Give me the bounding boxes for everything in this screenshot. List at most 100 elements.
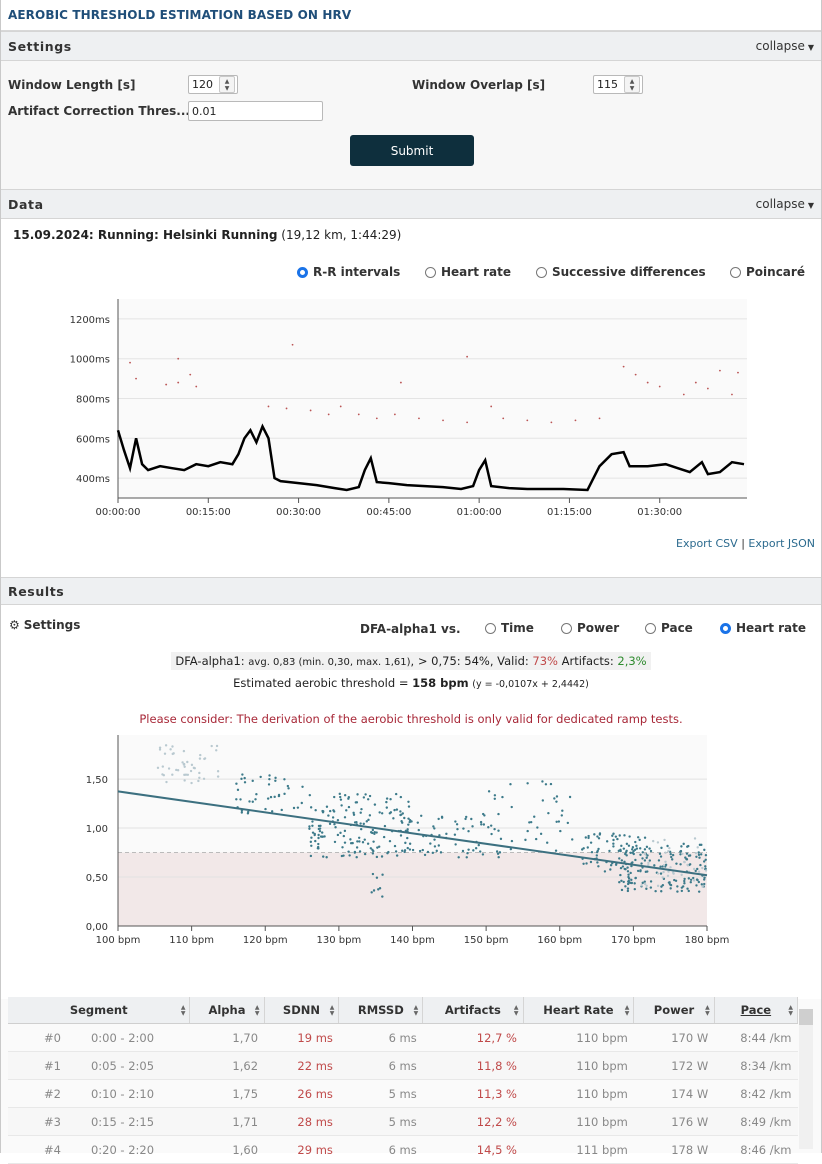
dfa-point [203,757,206,761]
dfa-point [453,833,457,836]
data-collapse-toggle[interactable]: collapse ▼ [756,197,814,211]
y-tick-label: 1000ms [70,355,110,366]
radio-rr-intervals[interactable]: R-R intervals [297,265,400,279]
radio-label: Successive differences [552,265,706,279]
dfa-point [308,825,311,828]
radio-label: Time [501,621,534,635]
column-header-artifacts[interactable]: Artifacts ▲ ▼ [422,997,524,1024]
dfa-point [431,851,435,855]
dfa-point [183,779,186,782]
table-row[interactable]: #3 0:15 - 2:15 1,71 28 ms 5 ms 12,2 % 110 bpm 1… [8,1107,798,1136]
dfa-point [356,840,359,843]
dfa-point [394,850,398,853]
dfa-point [215,749,218,752]
artifact-threshold-input[interactable]: 0.01 [188,101,323,121]
dfa-point [343,816,347,819]
dfa-point [638,838,641,842]
dfa-point [190,781,193,785]
dfa-point [664,860,667,863]
sort-icon[interactable]: ▲ ▼ [413,1004,419,1017]
export-json-link[interactable]: Export JSON [748,537,816,550]
table-cell: 1,75 [189,1079,265,1108]
dfa-point [643,859,647,862]
column-header-label: SDNN [282,1003,320,1017]
dfa-point [593,833,596,836]
dfa-point [526,782,529,785]
submit-button[interactable]: Submit [350,135,474,166]
dfa-point [371,831,374,835]
scrollbar-thumb[interactable] [799,1009,813,1025]
radio-heart-rate[interactable]: Heart rate [425,265,511,279]
results-header[interactable]: Results [1,577,821,605]
sort-icon[interactable]: ▲ ▼ [329,1004,335,1017]
export-csv-link[interactable]: Export CSV [676,537,738,550]
dfa-point [314,839,317,843]
radio-label: Power [577,621,620,635]
dfa-point [411,848,415,852]
dfa-point [199,753,202,757]
sort-icon[interactable]: ▲ ▼ [624,1004,630,1017]
column-header-pace[interactable]: Pace ▲ ▼ [714,997,799,1024]
dfa-point [403,816,406,820]
dfa-point [624,852,627,856]
table-row[interactable]: #0 0:00 - 2:00 1,70 19 ms 6 ms 12,7 % 110 bpm 1… [8,1023,798,1052]
settings-collapse-toggle[interactable]: collapse ▼ [756,39,814,53]
radio-vs-heart-rate[interactable]: Heart rate [720,621,806,635]
activity-detail: (19,12 km, 1:44:29) [281,228,402,242]
dfa-point [355,856,358,859]
window-length-input[interactable]: 120 ▲ ▼ [188,75,238,94]
gear-icon: ⚙ [9,618,20,632]
sort-icon[interactable]: ▲ ▼ [788,1004,793,1017]
dfa-point [669,887,672,890]
dfa-point [702,860,706,863]
dfa-alpha-chart[interactable]: 1,50 1,00 0,50 0,00 100 bpm 110 bpm 120 bpm 130… [1,735,821,965]
dfa-point [251,779,254,783]
column-header-sdnn[interactable]: SDNN ▲ ▼ [264,997,340,1024]
dfa-point [598,832,602,835]
results-settings-toggle[interactable]: ⚙ Settings [9,618,80,632]
dfa-point [165,780,168,784]
dfa-point [626,866,629,869]
dfa-point [696,846,699,849]
dfa-point [359,822,362,825]
radio-poincare[interactable]: Poincaré [730,265,805,279]
radio-successive-differences[interactable]: Successive differences [536,265,706,279]
rr-interval-chart[interactable]: 1200ms 1000ms 800ms 600ms 400ms 00:00:00 00:15… [1,295,821,525]
settings-header[interactable]: Settings collapse ▼ [1,31,821,61]
dfa-point [182,749,186,753]
sort-icon[interactable]: ▲ ▼ [254,1004,260,1017]
column-header-rmssd[interactable]: RMSSD ▲ ▼ [338,997,424,1024]
table-row[interactable]: #1 0:05 - 2:05 1,62 22 ms 6 ms 11,8 % 110 bpm 1… [8,1051,798,1080]
dfa-point [381,895,384,898]
dfa-point [334,826,337,829]
column-header-segment[interactable]: Segment ▲ ▼ [8,997,191,1024]
column-header-power[interactable]: Power ▲ ▼ [633,997,715,1024]
column-header-alpha[interactable]: Alpha ▲ ▼ [189,997,265,1024]
data-header[interactable]: Data collapse ▼ [1,189,821,219]
window-overlap-input[interactable]: 115 ▲ ▼ [593,75,643,94]
dfa-point [501,795,504,799]
radio-vs-power[interactable]: Power [561,621,619,635]
table-scrollbar[interactable] [799,1009,813,1149]
dfa-point [167,767,171,770]
dfa-point [634,876,637,880]
spinner-arrows-icon[interactable]: ▲ ▼ [624,76,640,93]
radio-vs-pace[interactable]: Pace [645,621,693,635]
table-row[interactable]: #4 0:20 - 2:20 1,60 29 ms 6 ms 14,5 % 111 bpm 1… [8,1135,798,1164]
dfa-point [376,846,379,849]
table-cell: 6 ms [338,1051,423,1080]
dfa-point [339,798,343,801]
dfa-point [274,779,277,783]
dfa-point [619,866,623,870]
table-row[interactable]: #2 0:10 - 2:10 1,75 26 ms 5 ms 11,3 % 110 bpm 1… [8,1079,798,1108]
sort-icon[interactable]: ▲ ▼ [513,1004,519,1017]
radio-vs-time[interactable]: Time [485,621,534,635]
sort-icon[interactable]: ▲ ▼ [180,1004,186,1017]
column-header-heart-rate[interactable]: Heart Rate ▲ ▼ [523,997,635,1024]
spinner-arrows-icon[interactable]: ▲ ▼ [219,76,235,93]
sort-icon[interactable]: ▲ ▼ [705,1004,710,1017]
dfa-point [616,837,619,841]
dfa-point [309,806,313,809]
dfa-point [198,771,201,775]
dfa-point [269,795,273,799]
